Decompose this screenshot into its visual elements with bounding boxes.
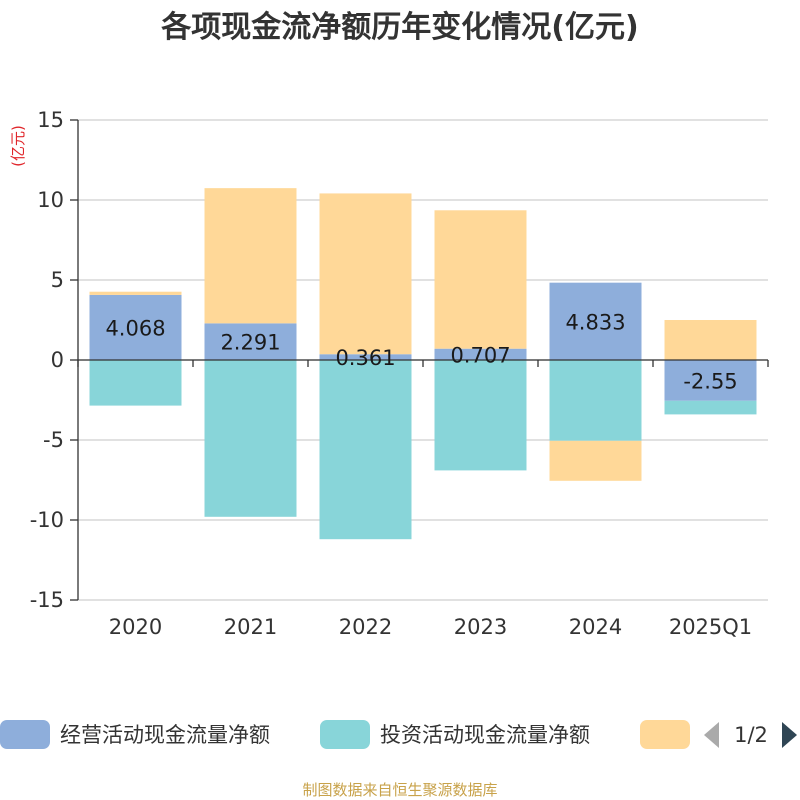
arrow-right-icon[interactable] xyxy=(782,722,797,748)
y-tick-label: -15 xyxy=(30,588,64,612)
data-label: 0.707 xyxy=(450,343,510,367)
data-labels: 4.068 2.291 0.361 0.707 4.833 -2.55 xyxy=(105,310,737,393)
y-tick-label: 10 xyxy=(37,188,64,212)
data-label: -2.55 xyxy=(683,369,737,393)
x-tick-label: 2025Q1 xyxy=(669,615,752,639)
bar xyxy=(549,440,642,481)
bar xyxy=(664,360,757,401)
chart-title: 各项现金流净额历年变化情况(亿元) xyxy=(160,10,638,45)
bar xyxy=(434,210,527,349)
bars xyxy=(89,188,757,540)
legend-label: 经营活动现金流量净额 xyxy=(60,723,270,747)
legend-swatch xyxy=(640,720,690,749)
y-tick-label: -10 xyxy=(30,508,64,532)
y-axis-unit: (亿元) xyxy=(9,125,27,167)
source-note: 制图数据来自恒生聚源数据库 xyxy=(302,781,497,799)
bar xyxy=(664,320,757,360)
legend-swatch xyxy=(0,720,50,749)
data-label: 4.068 xyxy=(105,316,165,340)
x-tick-label: 2024 xyxy=(569,615,622,639)
y-tick-label: 5 xyxy=(51,268,64,292)
bar xyxy=(89,291,182,295)
y-axis: 15 10 5 0 -5 -10 -15 xyxy=(30,108,79,612)
x-tick-label: 2021 xyxy=(224,615,277,639)
bar xyxy=(319,354,412,360)
bar xyxy=(204,323,297,360)
bar xyxy=(549,282,642,360)
bar xyxy=(319,360,412,540)
bar xyxy=(434,348,527,360)
bar xyxy=(89,294,182,360)
bar xyxy=(664,400,757,415)
bar xyxy=(204,188,297,324)
y-tick-label: 15 xyxy=(37,108,64,132)
arrow-left-icon[interactable] xyxy=(704,722,719,748)
bar xyxy=(549,360,642,441)
y-tick-label: -5 xyxy=(43,428,64,452)
bar xyxy=(204,360,297,517)
legend: 经营活动现金流量净额 投资活动现金流量净额 xyxy=(0,720,690,749)
bar xyxy=(434,360,527,471)
data-label: 4.833 xyxy=(565,310,625,334)
legend-page-indicator: 1/2 xyxy=(734,723,768,747)
bar xyxy=(89,360,182,406)
data-label: 0.361 xyxy=(335,346,395,370)
legend-pager: 1/2 xyxy=(704,722,797,748)
y-tick-label: 0 xyxy=(51,348,64,372)
bar xyxy=(319,193,412,355)
legend-label: 投资活动现金流量净额 xyxy=(380,723,590,747)
x-tick-label: 2022 xyxy=(339,615,392,639)
legend-swatch xyxy=(320,720,370,749)
data-label: 2.291 xyxy=(220,331,280,355)
x-axis: 2020 2021 2022 2023 2024 2025Q1 xyxy=(77,359,769,639)
x-tick-label: 2020 xyxy=(109,615,162,639)
x-tick-label: 2023 xyxy=(454,615,507,639)
